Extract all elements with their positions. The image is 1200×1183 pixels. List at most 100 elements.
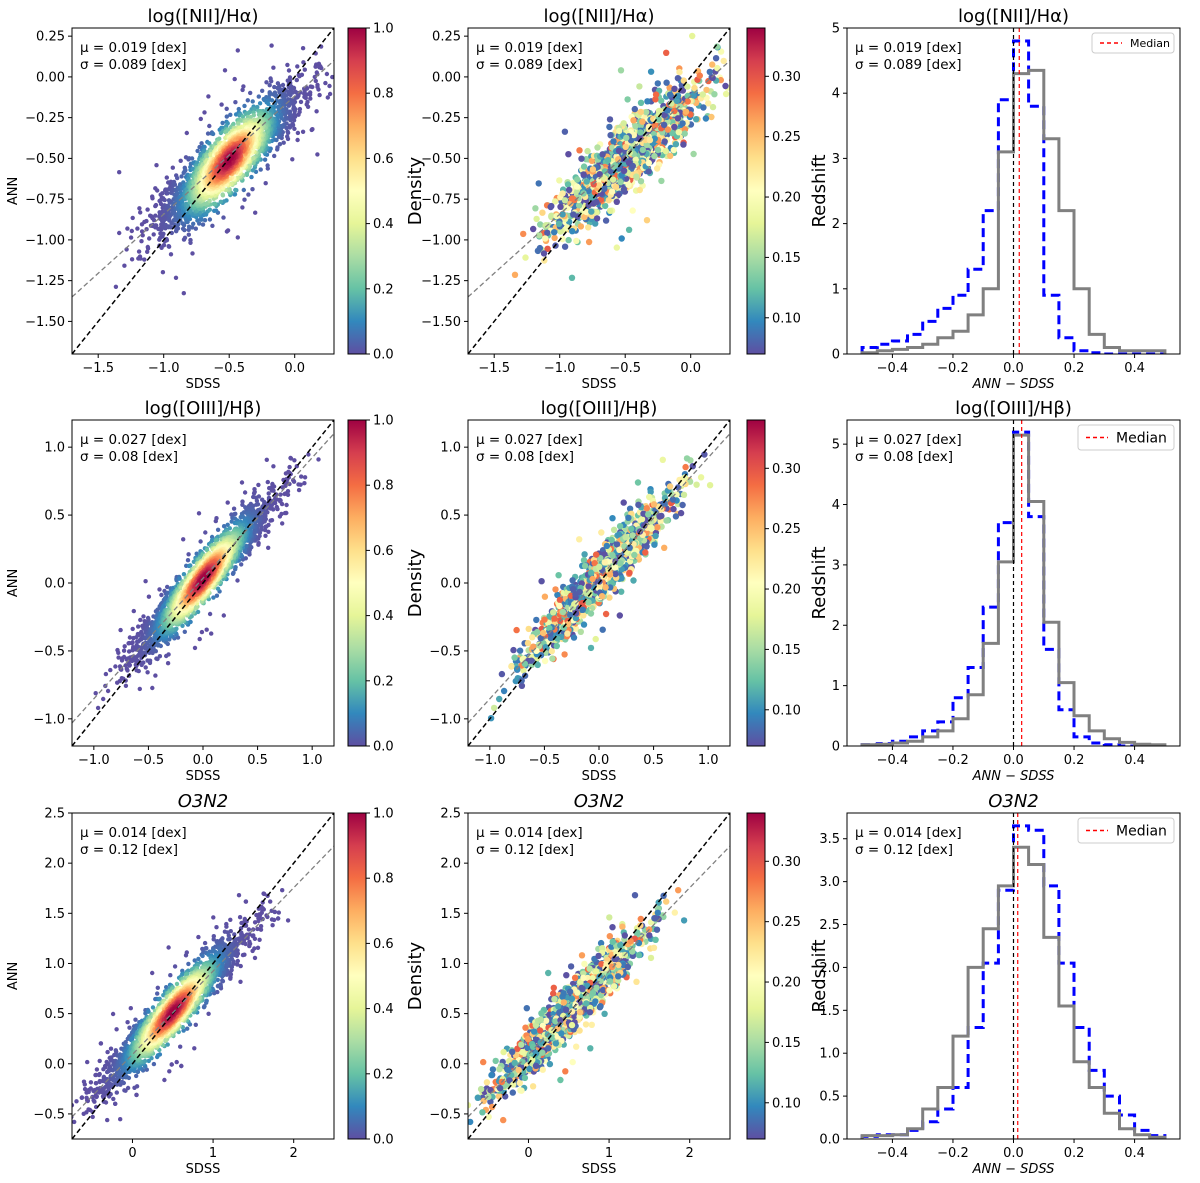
data-point [610,138,617,145]
data-point [231,570,236,575]
data-point [297,74,302,79]
x-tick-label: −0.5 [609,361,641,376]
data-point [674,115,682,122]
data-point [207,611,213,617]
data-point [722,90,730,98]
data-point [291,106,296,112]
legend-label: Median [1130,37,1170,50]
data-point [602,217,610,224]
data-point [693,116,700,123]
data-point [164,175,169,180]
data-point [146,617,151,622]
x-tick-label: −0.4 [877,361,909,376]
data-point [195,148,200,154]
data-point [207,198,212,203]
data-point [536,244,544,252]
data-point [220,192,225,197]
colorbar-tick-label: 0.4 [373,217,394,232]
data-point [179,174,184,179]
y-tick-label: −1.25 [421,274,461,289]
data-point [262,157,268,162]
data-point [108,667,113,673]
data-point [221,215,226,220]
panel-3: −0.4 −0.2 0.0 0.2 0.4012345log([NII]/Hα)ANN … [832,6,1181,392]
data-point [130,640,135,645]
data-point [593,215,601,222]
data-point [660,121,668,128]
y-tick-label: −0.25 [421,111,461,126]
data-point [690,92,697,99]
data-point [544,245,551,252]
data-point [142,257,147,262]
data-point [199,141,204,146]
data-point [172,182,178,187]
data-point [191,221,196,226]
data-point [141,660,146,665]
colorbar-tick-label: 0.20 [772,191,801,206]
data-point [129,228,134,234]
data-point [604,157,612,164]
data-point [231,506,237,511]
data-point [240,502,245,507]
data-point [573,237,580,245]
identity-line [468,28,730,354]
data-point [199,629,205,635]
data-point [613,198,620,205]
data-point [242,103,247,109]
data-point [565,186,573,194]
data-point [675,129,682,136]
data-point [511,271,519,278]
data-point [225,228,231,233]
data-point [612,183,620,190]
data-point [607,167,614,175]
data-point [138,617,143,623]
data-point [327,91,333,97]
y-tick-label: 4 [832,87,840,102]
data-point [561,243,569,250]
data-point [637,99,645,107]
colorbar-tick-label: 0.2 [373,282,394,297]
data-point [580,171,587,178]
data-point [703,86,710,94]
data-point [236,106,241,112]
data-point [159,592,164,598]
data-point [180,623,185,628]
data-point [691,84,698,92]
data-point [661,112,668,119]
data-point [643,108,650,116]
data-point [671,85,678,93]
data-point [300,129,306,134]
data-point [717,48,725,55]
data-point [699,91,706,98]
data-point [676,68,683,76]
data-point [684,83,691,90]
data-point [583,208,590,216]
colorbar-tick-label: 0.25 [772,130,801,145]
data-point [212,208,217,213]
data-point [245,98,250,103]
data-point [288,456,294,461]
data-point [266,101,271,107]
data-point [297,106,303,112]
y-tick-label: −0.25 [25,111,65,126]
data-point [151,232,156,237]
y-tick-label: 2 [832,217,840,232]
data-point [218,199,223,204]
data-point [564,181,572,188]
data-point [233,112,239,117]
y-tick-label: −1.50 [421,315,461,330]
data-point [684,98,691,105]
data-point [651,135,658,142]
data-point [284,502,289,508]
data-point [292,458,297,463]
data-point [185,203,191,208]
data-point [275,104,281,110]
data-point [125,668,130,673]
data-point [661,138,668,145]
data-point [93,691,98,696]
data-point [140,233,145,238]
data-point [536,232,543,239]
data-point [145,658,150,663]
data-point [137,686,142,692]
data-point [520,230,527,238]
